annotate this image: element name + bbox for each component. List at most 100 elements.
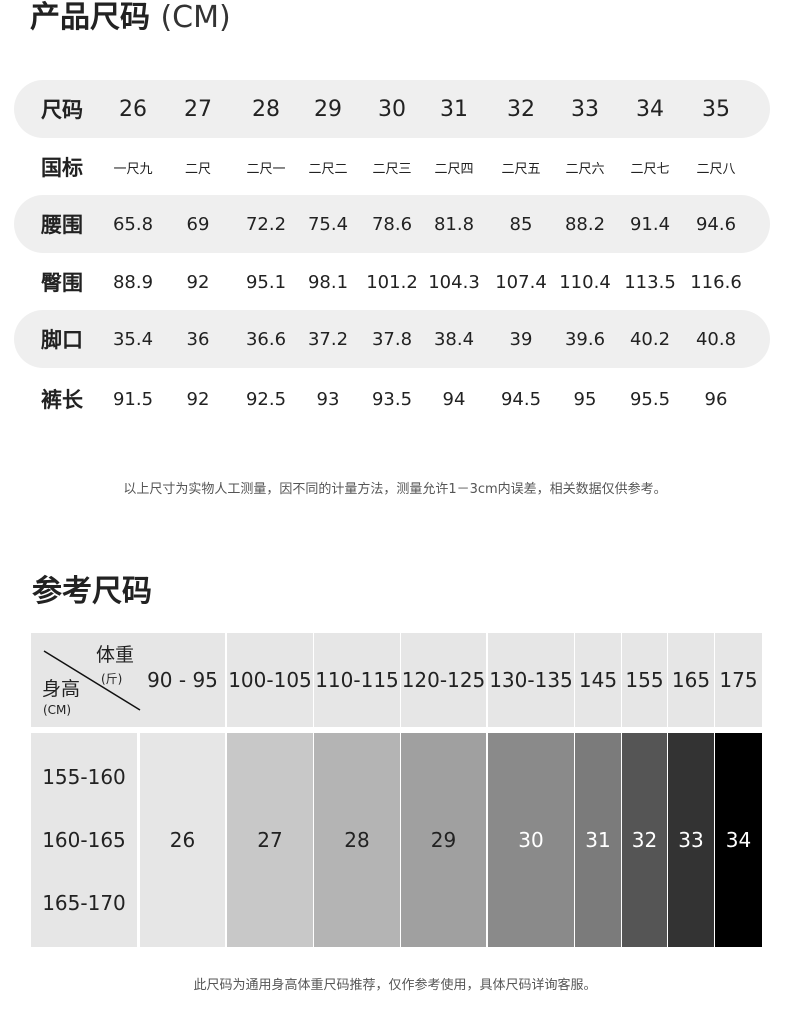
size-cell: 98.1 [307, 271, 349, 293]
row-label: 脚口 [41, 328, 83, 352]
recommended-size-cell: 34 [715, 733, 762, 947]
size-cell: 88.2 [564, 213, 606, 235]
weight-header: 120-125 [401, 633, 486, 727]
size-cell: 27 [184, 96, 212, 122]
size-cell: 92 [186, 388, 210, 410]
size-cell: 93 [316, 388, 340, 410]
size-cell: 113.5 [624, 271, 676, 293]
recommended-size-cell: 31 [575, 733, 621, 947]
size-cell: 二尺七 [630, 161, 670, 177]
size-cell: 二尺 [184, 161, 212, 177]
size-cell: 91.5 [112, 388, 154, 410]
size-cell: 35.4 [112, 328, 154, 350]
size-cell: 107.4 [495, 271, 547, 293]
recommended-size-cell: 33 [668, 733, 714, 947]
size-row: 腰围 65.8 69 72.2 75.4 78.6 81.8 85 88.2 91.4 94.6 [14, 195, 770, 253]
size-cell: 93.5 [371, 388, 413, 410]
size-cell: 36.6 [245, 328, 287, 350]
weight-header: 175 [715, 633, 762, 727]
size-row: 裤长 91.5 92 92.5 93 93.5 94 94.5 95 95.5 96 [14, 370, 770, 428]
row-label: 国标 [41, 156, 83, 180]
row-label: 尺码 [41, 98, 83, 122]
size-cell: 94.6 [695, 213, 737, 235]
reference-size-title: 参考尺码 [32, 574, 152, 609]
recommended-size-cell: 26 [140, 733, 225, 947]
size-cell: 一尺九 [113, 161, 153, 177]
weight-header: 90 - 95 [147, 668, 218, 692]
height-range: 155-160 [42, 764, 126, 789]
size-cell: 92.5 [245, 388, 287, 410]
size-cell: 35 [702, 96, 730, 122]
size-cell: 94 [442, 388, 466, 410]
reference-note: 此尺码为通用身高体重尺码推荐，仅作参考使用，具体尺码详询客服。 [193, 978, 597, 993]
weight-header: 130-135 [488, 633, 574, 727]
size-cell: 二尺八 [696, 161, 736, 177]
row-label: 臀围 [41, 271, 83, 295]
size-cell: 二尺六 [565, 161, 605, 177]
title-unit: (CM) [160, 0, 231, 35]
size-cell: 91.4 [629, 213, 671, 235]
size-cell: 26 [119, 96, 147, 122]
size-row: 国标 一尺九 二尺 二尺一 二尺二 二尺三 二尺四 二尺五 二尺六 二尺七 二尺八 [14, 138, 770, 196]
weight-header: 145 [575, 633, 621, 727]
size-cell: 39.6 [564, 328, 606, 350]
row-label: 裤长 [41, 388, 83, 412]
size-cell: 65.8 [112, 213, 154, 235]
size-cell: 40.2 [629, 328, 671, 350]
height-range: 160-165 [42, 827, 126, 852]
size-cell: 116.6 [690, 271, 742, 293]
size-cell: 78.6 [371, 213, 413, 235]
weight-header: 100-105 [227, 633, 313, 727]
size-cell: 95 [573, 388, 597, 410]
size-cell: 29 [314, 96, 342, 122]
size-cell: 31 [440, 96, 468, 122]
title-text: 产品尺码 [30, 0, 150, 35]
size-cell: 33 [571, 96, 599, 122]
size-cell: 40.8 [695, 328, 737, 350]
size-cell: 88.9 [112, 271, 154, 293]
size-cell: 85 [509, 213, 533, 235]
size-cell: 38.4 [433, 328, 475, 350]
size-cell: 69 [186, 213, 210, 235]
weight-unit: (斤) [101, 672, 123, 686]
size-cell: 81.8 [433, 213, 475, 235]
size-cell: 34 [636, 96, 664, 122]
size-cell: 110.4 [559, 271, 611, 293]
weight-label: 体重 [96, 644, 135, 666]
size-row: 脚口 35.4 36 36.6 37.2 37.8 38.4 39 39.6 40.2 40.8 [14, 310, 770, 368]
size-cell: 二尺四 [434, 161, 474, 177]
measurement-note: 以上尺寸为实物人工测量，因不同的计量方法，测量允许1－3cm内误差，相关数据仅供… [123, 482, 667, 497]
size-cell: 39 [509, 328, 533, 350]
height-unit: (CM) [43, 703, 72, 717]
diagonal-line [43, 650, 141, 711]
row-label: 腰围 [41, 213, 83, 237]
size-cell: 75.4 [307, 213, 349, 235]
size-cell: 96 [704, 388, 728, 410]
weight-header: 155 [622, 633, 667, 727]
product-size-title: 产品尺码 (CM) [30, 0, 231, 36]
size-cell: 94.5 [500, 388, 542, 410]
size-cell: 104.3 [428, 271, 480, 293]
size-cell: 28 [252, 96, 280, 122]
recommended-size-cell: 29 [401, 733, 486, 947]
size-cell: 92 [186, 271, 210, 293]
size-cell: 30 [378, 96, 406, 122]
size-cell: 37.2 [307, 328, 349, 350]
size-cell: 二尺五 [501, 161, 541, 177]
corner-header: 体重 (斤) 身高 (CM) [31, 633, 225, 727]
size-row: 尺码 26 27 28 29 30 31 32 33 34 35 [14, 80, 770, 138]
recommended-size-cell: 30 [488, 733, 574, 947]
size-cell: 101.2 [366, 271, 418, 293]
size-cell: 二尺一 [246, 161, 286, 177]
size-cell: 二尺三 [372, 161, 412, 177]
height-range: 165-170 [42, 891, 126, 916]
weight-header: 110-115 [314, 633, 400, 727]
size-cell: 32 [507, 96, 535, 122]
size-cell: 36 [186, 328, 210, 350]
size-cell: 72.2 [245, 213, 287, 235]
height-label: 身高 [42, 678, 81, 700]
recommended-size-cell: 32 [622, 733, 667, 947]
recommended-size-cell: 27 [227, 733, 313, 947]
size-cell: 37.8 [371, 328, 413, 350]
recommended-size-cell: 28 [314, 733, 400, 947]
